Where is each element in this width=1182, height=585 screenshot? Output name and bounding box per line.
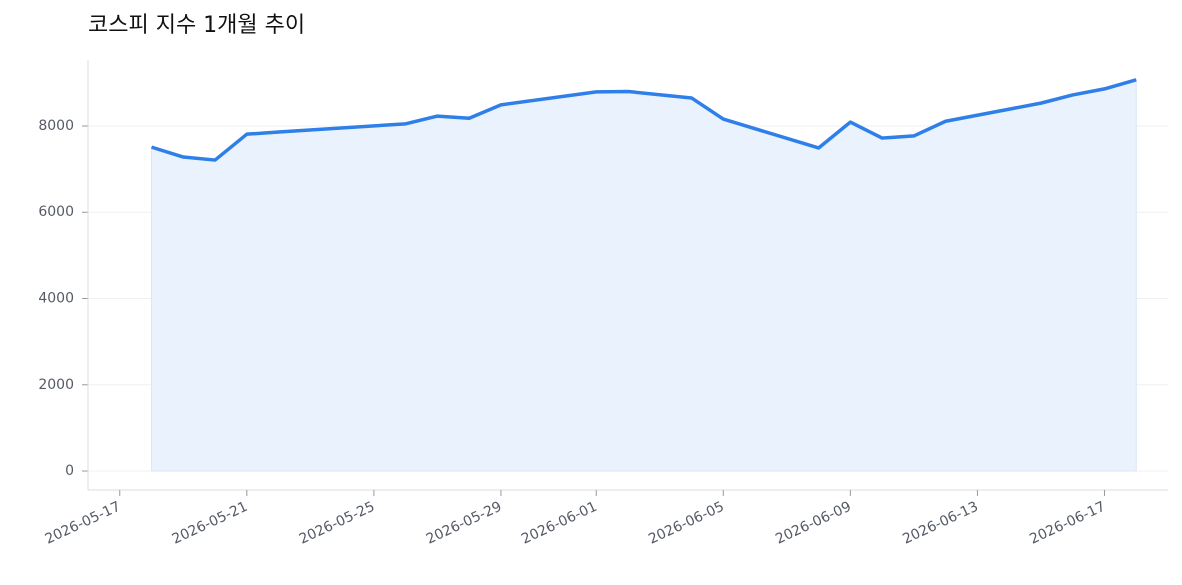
x-tick-label: 2026-06-01 (519, 499, 600, 548)
line (151, 78, 1137, 162)
y-tick-label: 8000 (38, 118, 74, 134)
x-tick-label: 2026-05-21 (170, 499, 251, 548)
x-tick-label: 2026-05-29 (424, 499, 505, 548)
x-tick-label: 2026-06-17 (1027, 499, 1108, 548)
x-tick-label: 2026-06-13 (900, 499, 981, 548)
x-tick-label: 2026-06-09 (773, 499, 854, 548)
y-tick-label: 0 (65, 463, 74, 479)
x-tick-label: 2026-05-17 (43, 499, 124, 548)
area-fill (151, 79, 1137, 472)
y-tick-label: 6000 (38, 204, 74, 220)
chart-title: 코스피 지수 1개월 추이 (88, 13, 305, 38)
y-tick-label: 4000 (38, 291, 74, 307)
x-tick-label: 2026-06-05 (646, 499, 727, 548)
y-tick-label: 2000 (38, 377, 74, 393)
x-tick-label: 2026-05-25 (297, 499, 378, 548)
